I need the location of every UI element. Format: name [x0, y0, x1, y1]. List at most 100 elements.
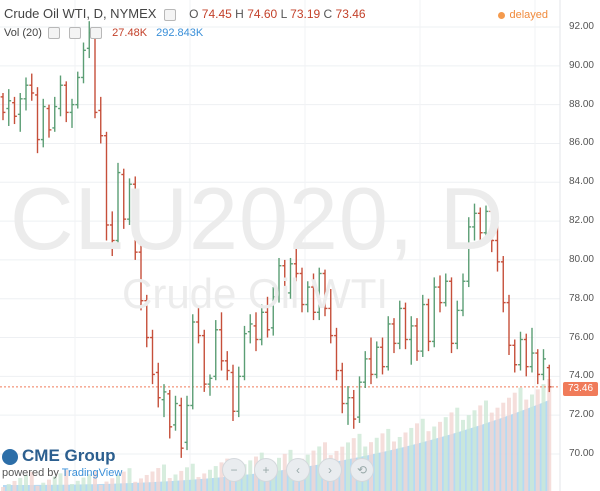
volume-label[interactable]: Vol (20): [4, 27, 42, 39]
zoom-out-icon[interactable]: −: [222, 458, 246, 482]
volume-bar: [501, 402, 506, 491]
ohlc-bar: [63, 81, 69, 123]
volume-bar: [35, 485, 40, 491]
ohlc-bar: [173, 395, 178, 431]
ohlc-bar: [247, 314, 253, 344]
ohlc-bar: [207, 374, 213, 396]
ohlc-bar: [98, 96, 104, 144]
chart-legend: Crude Oil WTI, D, NYMEX O 74.45 H 74.60 …: [4, 6, 366, 21]
ohlc-bar: [242, 325, 247, 381]
status-dot-icon: [498, 11, 506, 19]
volume-bar: [403, 432, 408, 491]
volume-bar: [150, 471, 155, 491]
cme-logo[interactable]: CME Group powered by TradingView: [2, 446, 122, 479]
ohlc-bar: [138, 244, 144, 311]
ohlc-bar: [0, 92, 6, 121]
ohlc-bar: [489, 205, 495, 253]
open-value: 74.45: [201, 7, 232, 21]
volume-bar: [81, 477, 86, 491]
volume-bar: [426, 431, 431, 491]
ohlc-bar: [535, 349, 541, 385]
volume-bar: [420, 418, 425, 491]
volume-value: 27.48K: [112, 27, 148, 39]
volume-bar: [41, 482, 46, 491]
ohlc-bar: [426, 298, 431, 352]
volume-bar: [443, 417, 448, 491]
ohlc-bar: [69, 98, 75, 128]
volume-bar: [386, 428, 391, 491]
price-axis-label: 70.00: [568, 448, 594, 459]
ohlc-bar: [414, 318, 420, 361]
ohlc-bar: [305, 281, 311, 313]
ohlc-bar: [334, 327, 339, 381]
ohlc-bar: [253, 312, 259, 352]
volume-bar: [75, 480, 80, 491]
low-label: L: [280, 7, 287, 21]
chart-navigation: − + ‹ › ⟲: [222, 458, 382, 482]
price-axis-label: 92.00: [568, 21, 594, 32]
ohlc-bar: [299, 267, 305, 313]
settings-icon[interactable]: [163, 8, 176, 21]
ohlc-bar: [276, 257, 282, 303]
ohlc-bar: [201, 329, 207, 392]
ohlc-bar: [380, 337, 385, 375]
ohlc-bar: [529, 327, 535, 373]
ohlc-bar: [316, 267, 322, 321]
ohlc-bar: [443, 273, 449, 307]
ohlc-bar: [420, 294, 426, 357]
volume-bar: [121, 471, 126, 491]
ohlc-bar: [81, 42, 86, 84]
ohlc-bar: [155, 362, 161, 408]
ohlc-bar: [351, 389, 357, 429]
symbol-title[interactable]: Crude Oil WTI, D, NYMEX: [4, 6, 157, 21]
ohlc-bar: [17, 92, 23, 132]
eye-icon[interactable]: [47, 27, 60, 40]
close-value: 73.46: [335, 7, 366, 21]
volume-bar: [409, 427, 414, 491]
ohlc-bar: [322, 269, 328, 317]
volume-bar: [47, 479, 51, 491]
price-axis-label: 72.00: [568, 409, 594, 421]
ohlc-bar: [311, 273, 316, 321]
ohlc-bar: [477, 207, 483, 243]
volume-bar: [6, 483, 11, 491]
volume-bar: [202, 473, 207, 491]
reset-icon[interactable]: ⟲: [350, 458, 374, 482]
ohlc-bar: [52, 96, 58, 132]
globe-icon: [2, 448, 18, 465]
provider-link[interactable]: TradingView: [61, 467, 123, 479]
zoom-in-icon[interactable]: +: [254, 458, 278, 482]
volume-bar: [489, 412, 494, 491]
ohlc-bar: [339, 362, 345, 414]
ohlc-bar: [213, 320, 219, 381]
ohlc-bar: [362, 351, 368, 389]
ohlc-bar: [541, 349, 546, 381]
ohlc-bar: [403, 302, 408, 350]
volume-bar: [52, 476, 57, 491]
volume-bar: [18, 477, 23, 491]
volume-bar: [133, 481, 138, 491]
close-icon[interactable]: [90, 27, 103, 40]
ohlc-bar: [104, 131, 109, 241]
volume-bar: [29, 471, 34, 491]
volume-bar: [116, 474, 120, 491]
grid-lines: [0, 0, 560, 491]
volume-bar: [1, 487, 5, 491]
scroll-left-icon[interactable]: ‹: [286, 458, 310, 482]
ohlc-bar: [40, 98, 46, 148]
volume-bar: [472, 410, 477, 491]
volume-bar: [346, 442, 350, 491]
ohlc-bar: [391, 318, 397, 354]
ohlc-bar: [29, 73, 35, 101]
ohlc-bar: [144, 294, 150, 348]
volume-bar: [110, 478, 115, 491]
scroll-right-icon[interactable]: ›: [318, 458, 342, 482]
volume-bar: [70, 483, 74, 491]
ohlc-bar: [293, 246, 299, 282]
high-value: 74.60: [247, 7, 278, 21]
ohlc-bar: [385, 316, 391, 371]
ohlc-bar: [23, 77, 29, 111]
settings-icon[interactable]: [69, 27, 82, 40]
volume-bar: [380, 433, 385, 491]
